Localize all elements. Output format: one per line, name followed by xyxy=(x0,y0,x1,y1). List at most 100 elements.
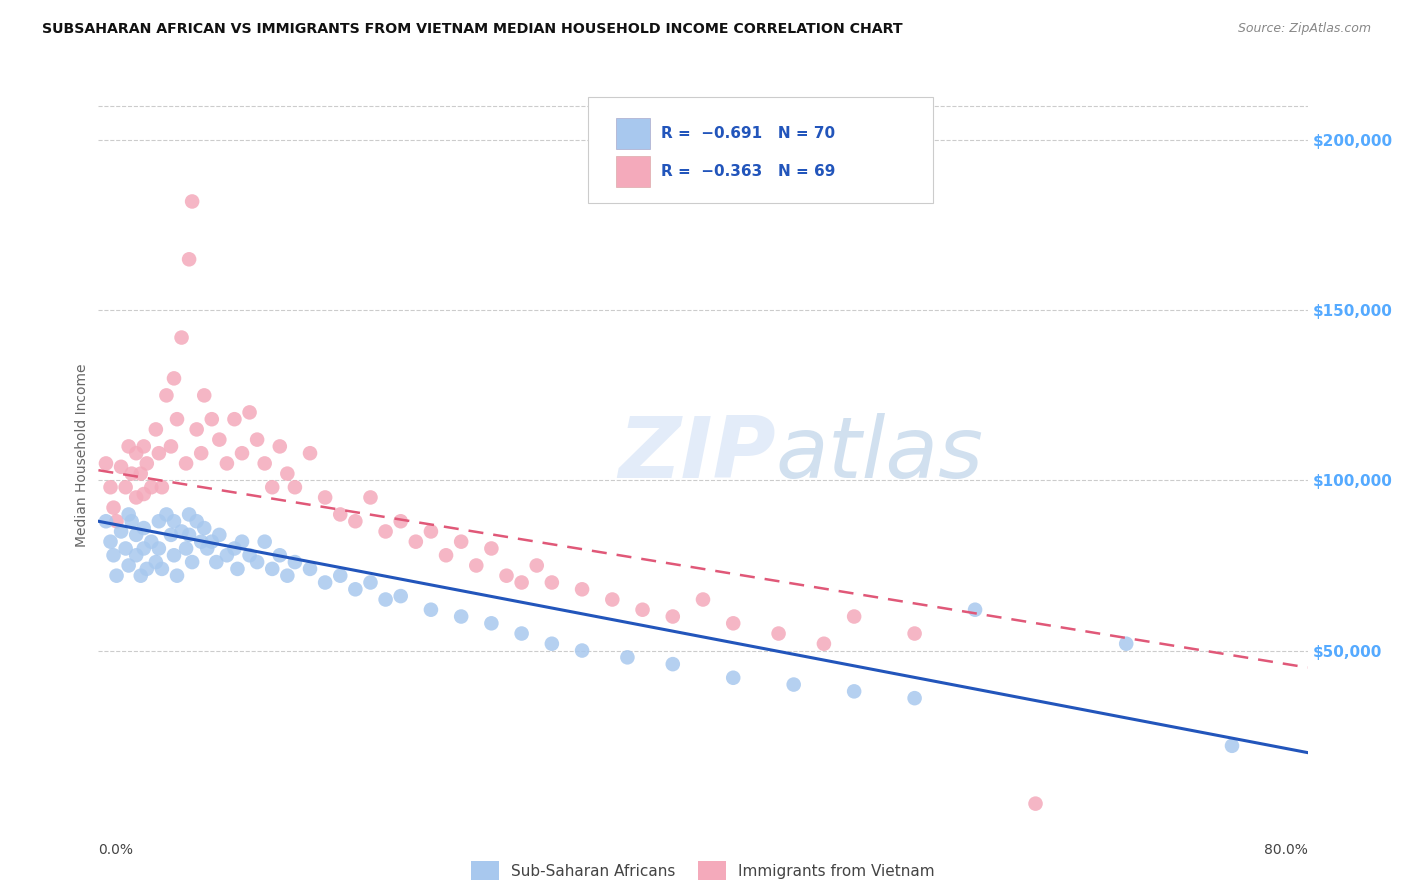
Point xyxy=(844,684,866,698)
Point xyxy=(215,457,238,471)
Point xyxy=(231,534,253,549)
Text: R =  −0.691   N = 70: R = −0.691 N = 70 xyxy=(661,127,835,141)
Point xyxy=(1220,739,1243,753)
Point xyxy=(190,534,212,549)
Point xyxy=(205,555,228,569)
Point xyxy=(94,514,117,528)
Point xyxy=(374,592,396,607)
FancyBboxPatch shape xyxy=(588,96,932,202)
FancyBboxPatch shape xyxy=(616,156,650,187)
Point xyxy=(118,508,141,522)
Point xyxy=(616,650,638,665)
Point xyxy=(510,626,533,640)
Point xyxy=(148,514,170,528)
Point xyxy=(299,562,322,576)
Point xyxy=(481,616,503,631)
Point xyxy=(155,508,177,522)
Point xyxy=(465,558,488,573)
FancyBboxPatch shape xyxy=(616,119,650,149)
Point xyxy=(155,388,177,402)
Point xyxy=(181,194,204,209)
Point xyxy=(329,508,352,522)
Point xyxy=(160,528,183,542)
Point xyxy=(105,568,128,582)
Point xyxy=(450,534,472,549)
Point xyxy=(965,603,987,617)
Point xyxy=(374,524,396,539)
Point xyxy=(276,568,298,582)
Point xyxy=(166,568,188,582)
Text: SUBSAHARAN AFRICAN VS IMMIGRANTS FROM VIETNAM MEDIAN HOUSEHOLD INCOME CORRELATIO: SUBSAHARAN AFRICAN VS IMMIGRANTS FROM VI… xyxy=(42,22,903,37)
Point xyxy=(602,592,624,607)
Point xyxy=(195,541,218,556)
Point xyxy=(132,541,155,556)
Point xyxy=(224,412,246,426)
Point xyxy=(284,555,307,569)
Point xyxy=(844,609,866,624)
Point xyxy=(540,637,562,651)
Point xyxy=(208,528,231,542)
Point xyxy=(571,582,593,597)
Point xyxy=(125,491,148,505)
Point xyxy=(314,575,336,590)
Point xyxy=(269,549,291,563)
Point xyxy=(121,467,143,481)
Point xyxy=(150,480,173,494)
Text: ZIP: ZIP xyxy=(617,413,776,497)
Point xyxy=(360,491,382,505)
Point xyxy=(360,575,382,590)
Point xyxy=(110,524,132,539)
Point xyxy=(166,412,188,426)
Text: 80.0%: 80.0% xyxy=(1264,843,1308,857)
Point xyxy=(239,549,262,563)
Point xyxy=(224,541,246,556)
Point xyxy=(121,514,143,528)
Point xyxy=(114,541,136,556)
Point xyxy=(246,555,269,569)
Point xyxy=(118,439,141,453)
Point xyxy=(174,457,197,471)
Point xyxy=(540,575,562,590)
Point xyxy=(420,524,443,539)
Point xyxy=(94,457,117,471)
Point xyxy=(125,528,148,542)
Point xyxy=(110,459,132,474)
Point xyxy=(510,575,533,590)
Text: Source: ZipAtlas.com: Source: ZipAtlas.com xyxy=(1237,22,1371,36)
Point xyxy=(692,592,714,607)
Point xyxy=(103,500,125,515)
Point xyxy=(269,439,291,453)
Point xyxy=(186,514,208,528)
Point xyxy=(148,446,170,460)
Point xyxy=(135,457,157,471)
Point xyxy=(145,555,167,569)
Point xyxy=(783,677,806,691)
Point xyxy=(201,534,224,549)
Text: R =  −0.363   N = 69: R = −0.363 N = 69 xyxy=(661,164,835,179)
Point xyxy=(768,626,790,640)
Point xyxy=(723,671,745,685)
Point xyxy=(179,528,201,542)
Point xyxy=(314,491,336,505)
Point xyxy=(125,549,148,563)
Point xyxy=(105,514,128,528)
Point xyxy=(253,534,276,549)
Point xyxy=(163,549,186,563)
Point xyxy=(129,467,152,481)
Point xyxy=(145,422,167,436)
Point xyxy=(125,446,148,460)
Point xyxy=(179,252,201,267)
Point xyxy=(904,691,927,706)
Point xyxy=(344,582,367,597)
Point xyxy=(150,562,173,576)
Point xyxy=(329,568,352,582)
Point xyxy=(100,534,122,549)
Point xyxy=(662,657,685,672)
Point xyxy=(344,514,367,528)
Point xyxy=(181,555,204,569)
Point xyxy=(723,616,745,631)
Point xyxy=(190,446,212,460)
Point xyxy=(208,433,231,447)
Point xyxy=(170,524,193,539)
Point xyxy=(163,514,186,528)
